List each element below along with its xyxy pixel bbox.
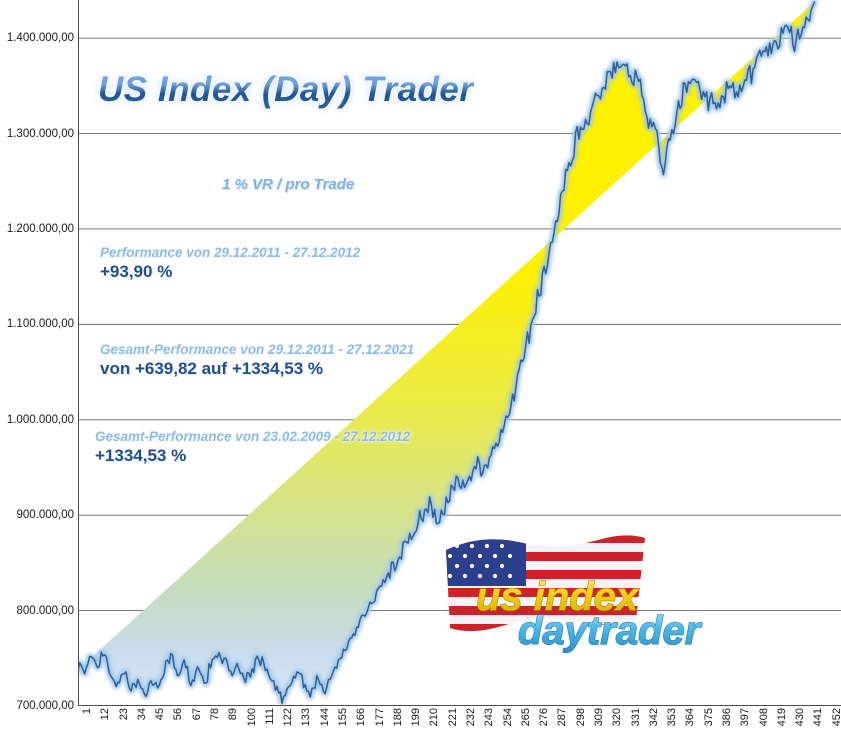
- x-axis-tick-label: 221: [446, 708, 459, 727]
- x-axis-tick-label: 386: [720, 708, 733, 727]
- x-axis-tick-label: 320: [611, 708, 624, 727]
- x-axis-tick-label: 188: [391, 708, 404, 727]
- x-axis-tick-label: 375: [702, 708, 715, 727]
- y-axis-tick-label: 1.400.000,00: [6, 32, 74, 45]
- x-axis-tick-label: 111: [263, 708, 276, 725]
- x-axis-tick-label: 122: [282, 708, 295, 727]
- x-axis-tick-label: 419: [775, 708, 788, 727]
- x-axis-tick-label: 232: [464, 708, 477, 727]
- equity-line: [78, 1, 816, 705]
- x-axis-tick-label: 56: [172, 708, 185, 721]
- x-axis-tick-label: 23: [117, 708, 130, 721]
- y-axis-tick-label: 800.000,00: [16, 604, 74, 617]
- x-axis-tick-label: 144: [318, 708, 331, 727]
- y-axis-tick-label: 1.300.000,00: [6, 127, 74, 140]
- annotation-value: +1334,53 %: [95, 446, 187, 465]
- x-axis-tick-label: 441: [812, 708, 825, 727]
- annotation-value: +93,90 %: [100, 262, 173, 281]
- x-axis-tick-label: 133: [300, 708, 313, 727]
- logo-wordmark-bottom: daytrader: [518, 609, 703, 653]
- x-axis-tick-label: 331: [629, 708, 642, 727]
- x-axis-tick-label: 34: [135, 708, 148, 721]
- x-axis-tick-label: 353: [666, 708, 679, 727]
- annotation-heading: Gesamt-Performance von 29.12.2011 - 27.1…: [100, 342, 415, 357]
- x-axis-tick-label: 298: [574, 708, 587, 727]
- x-axis-tick-label: 276: [538, 708, 551, 727]
- page-title: US Index (Day) Trader: [98, 70, 474, 109]
- y-axis-tick-label: 1.000.000,00: [6, 413, 74, 426]
- annotation-heading: Performance von 29.12.2011 - 27.12.2012: [100, 245, 361, 260]
- x-axis-tick-label: 177: [373, 708, 386, 727]
- y-axis-tick-label: 1.100.000,00: [6, 318, 74, 331]
- x-axis-tick-label: 45: [154, 708, 167, 721]
- y-axis-tick-label: 700.000,00: [16, 700, 74, 712]
- x-axis-tick-label: 67: [190, 708, 203, 721]
- x-axis-tick-label: 166: [355, 708, 368, 727]
- x-axis-tick-label: 254: [501, 708, 514, 727]
- annotation-gesamt-performance-2021: Gesamt-Performance von 29.12.2011 - 27.1…: [100, 342, 414, 379]
- logo-wordmark-top: us index: [476, 575, 640, 619]
- x-axis-tick-label: 1: [81, 708, 93, 715]
- x-axis-tick-label: 100: [245, 708, 258, 727]
- plot-area: [78, 0, 841, 706]
- logo-svg: us index daytrader: [446, 535, 703, 654]
- annotation-value: von +639,82 auf +1334,53 %: [100, 359, 324, 378]
- area-fill: [78, 1, 815, 704]
- x-axis-tick-label: 243: [483, 708, 496, 727]
- x-axis: 1 12 23 34 45 56 67 78 89 100 111 122 133 144 155 166 17…: [78, 708, 841, 741]
- x-axis-tick-label: 342: [647, 708, 660, 727]
- x-axis-tick-label: 12: [99, 708, 112, 721]
- annotation-performance-2012: Performance von 29.12.2011 - 27.12.2012 …: [100, 245, 360, 282]
- x-axis-tick-label: 78: [208, 708, 221, 721]
- y-axis: 700.000,00 800.000,00 900.000,00 1.000.000,…: [0, 0, 74, 712]
- equity-curve-plot: [78, 0, 841, 706]
- y-axis-tick-label: 900.000,00: [16, 509, 74, 522]
- chart-subtitle: 1 % VR / pro Trade: [222, 176, 355, 193]
- x-axis-tick-label: 397: [739, 708, 752, 727]
- annotation-heading: Gesamt-Performance von 23.02.2009 - 27.1…: [95, 429, 411, 444]
- x-axis-tick-label: 309: [592, 708, 605, 727]
- x-axis-tick-label: 155: [336, 708, 349, 727]
- x-axis-tick-label: 89: [227, 708, 240, 721]
- y-axis-tick-label: 1.200.000,00: [6, 222, 74, 235]
- x-axis-tick-label: 199: [410, 708, 423, 727]
- us-index-daytrader-logo: us index daytrader: [440, 528, 750, 656]
- annotation-gesamt-performance-2009: Gesamt-Performance von 23.02.2009 - 27.1…: [95, 429, 410, 466]
- x-axis-tick-label: 408: [757, 708, 770, 727]
- x-axis-tick-label: 265: [519, 708, 532, 727]
- x-axis-tick-label: 430: [794, 708, 807, 727]
- x-axis-tick-label: 210: [428, 708, 441, 727]
- x-axis-tick-label: 287: [556, 708, 569, 727]
- x-axis-tick-label: 452: [830, 708, 841, 727]
- x-axis-tick-label: 364: [684, 708, 697, 727]
